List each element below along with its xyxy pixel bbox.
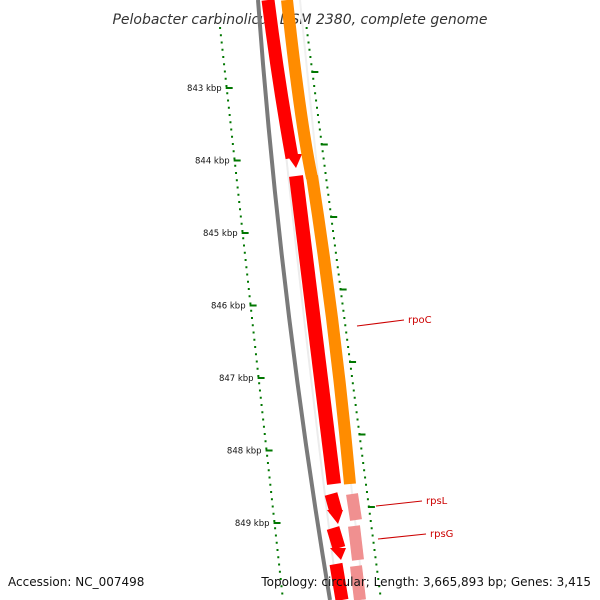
forward-gene-block xyxy=(329,562,349,600)
gene-label-rpsl: rpsL xyxy=(426,496,448,507)
gene-label-rpsg: rpsG xyxy=(430,529,453,540)
gene-label-leader xyxy=(356,319,405,327)
reverse-gene-block xyxy=(306,175,356,485)
gene-arrow xyxy=(286,154,302,168)
pale-gene-block xyxy=(346,493,362,521)
tick-label: 847 kbp xyxy=(219,374,254,384)
tick-label: 844 kbp xyxy=(195,157,230,167)
gene-arrow xyxy=(327,510,343,524)
tick-label: 843 kbp xyxy=(187,84,222,94)
genome-summary: Topology: circular; Length: 3,665,893 bp… xyxy=(260,575,591,589)
forward-gene-block xyxy=(324,492,343,514)
gene-arrow xyxy=(330,548,346,560)
gene-label-rpoc: rpoC xyxy=(408,315,432,326)
tick-label: 849 kbp xyxy=(235,519,270,529)
map-title: Pelobacter carbinolicus DSM 2380, comple… xyxy=(112,12,487,28)
forward-gene-block xyxy=(289,175,341,485)
pale-gene-block xyxy=(350,565,366,600)
gene-label-leader xyxy=(377,533,427,540)
forward-gene-block xyxy=(326,526,346,550)
genome-backbone xyxy=(256,0,332,600)
tick-layer: 843 kbp 844 kbp 845 kbp 846 kbp 847 kbp 848 k… xyxy=(187,27,284,595)
forward-gene-block xyxy=(261,0,299,160)
tick-label: 848 kbp xyxy=(227,447,262,457)
gene-label-leader xyxy=(375,500,423,507)
tick-layer-right xyxy=(305,27,382,595)
pale-gene-block xyxy=(348,525,364,561)
accession-label: Accession: NC_007498 xyxy=(8,575,144,589)
reverse-gene-block xyxy=(281,0,318,180)
gene-label-layer: rpoC rpsL rpsG xyxy=(356,315,453,540)
tick-label: 846 kbp xyxy=(211,302,246,312)
tick-label: 845 kbp xyxy=(203,229,238,239)
